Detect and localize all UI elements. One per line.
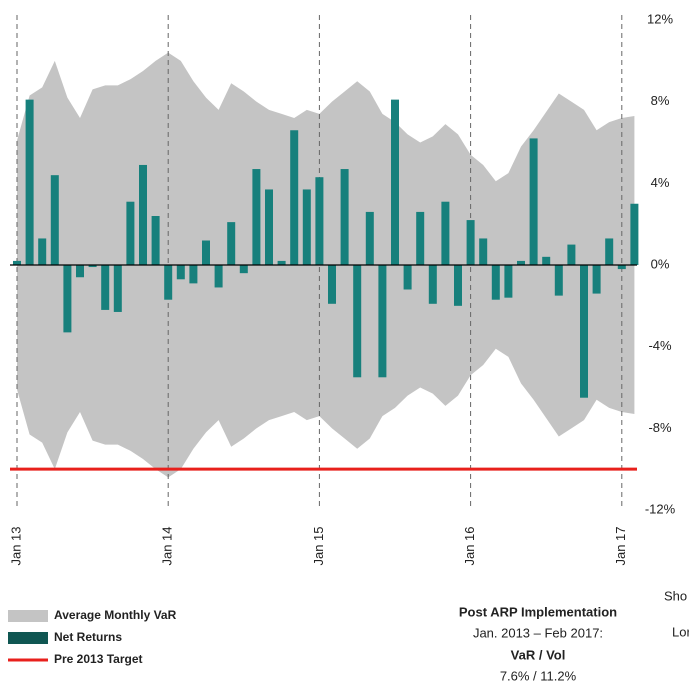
bar (416, 211, 425, 265)
bar (63, 265, 72, 333)
summary-period: Jan. 2013 – Feb 2017: (473, 625, 603, 640)
bar (315, 177, 324, 265)
bar (365, 211, 374, 265)
bar (189, 265, 198, 284)
bar (13, 260, 21, 265)
bar (302, 189, 311, 265)
plot: Jan 13 Jan 14 Jan 15 Jan 16 Jan 17 12% 8% 4% 0% -… (8, 11, 676, 666)
bar (353, 265, 362, 378)
bar (202, 240, 210, 265)
y-tick-label: 0% (651, 256, 670, 271)
bar (25, 99, 34, 265)
annotation: Lor (672, 624, 689, 639)
bar (630, 203, 639, 265)
bar (504, 265, 513, 298)
bar (592, 265, 601, 294)
bar (605, 238, 614, 265)
x-tick-label: Jan 15 (311, 526, 326, 565)
x-tick-label: Jan 13 (8, 526, 23, 565)
bar (290, 130, 299, 265)
x-tick-label: Jan 17 (613, 526, 628, 565)
y-tick-label: -12% (645, 501, 676, 516)
bar (403, 265, 412, 290)
bar (328, 265, 336, 304)
bar (580, 265, 588, 398)
legend-label: Average Monthly VaR (54, 608, 177, 622)
bar (466, 220, 475, 265)
bar (176, 265, 185, 280)
summary-title: Post ARP Implementation (459, 604, 617, 619)
bar (441, 201, 450, 265)
bar (101, 265, 110, 310)
bar (227, 222, 236, 265)
bar (265, 189, 273, 265)
summary-header: VaR / Vol (511, 647, 566, 662)
bar (38, 238, 47, 265)
bar (391, 99, 399, 265)
bar (88, 265, 97, 268)
bar (151, 216, 160, 265)
legend-label: Net Returns (54, 630, 122, 644)
legend-label: Pre 2013 Target (54, 652, 143, 666)
legend-swatch (8, 632, 48, 644)
bar (428, 265, 437, 304)
bar (340, 169, 349, 265)
bar (76, 265, 84, 278)
bar (164, 265, 173, 300)
summary-values: 7.6% / 11.2% (500, 668, 577, 683)
bar (277, 260, 286, 265)
bar (378, 265, 387, 378)
legend-swatch (8, 610, 48, 622)
bar (454, 265, 462, 306)
x-tick-label: Jan 14 (160, 526, 175, 565)
bar (517, 260, 525, 265)
y-tick-label: -4% (648, 338, 672, 353)
bar (252, 169, 261, 265)
bar (126, 201, 135, 265)
bar (617, 265, 626, 270)
y-tick-label: 12% (647, 11, 673, 26)
bar (491, 265, 500, 300)
bar (542, 256, 551, 265)
bar (113, 265, 122, 312)
y-tick-label: 4% (651, 175, 670, 190)
x-tick-label: Jan 16 (462, 526, 477, 565)
bar (214, 265, 223, 288)
bar (50, 175, 59, 265)
bar (567, 244, 576, 265)
annotation: Sho (664, 588, 687, 603)
y-tick-label: -8% (648, 420, 672, 435)
bar (139, 164, 147, 265)
bar (529, 138, 538, 265)
y-tick-label: 8% (651, 93, 670, 108)
bar (479, 238, 488, 265)
bar (239, 265, 248, 274)
bar (554, 265, 563, 296)
